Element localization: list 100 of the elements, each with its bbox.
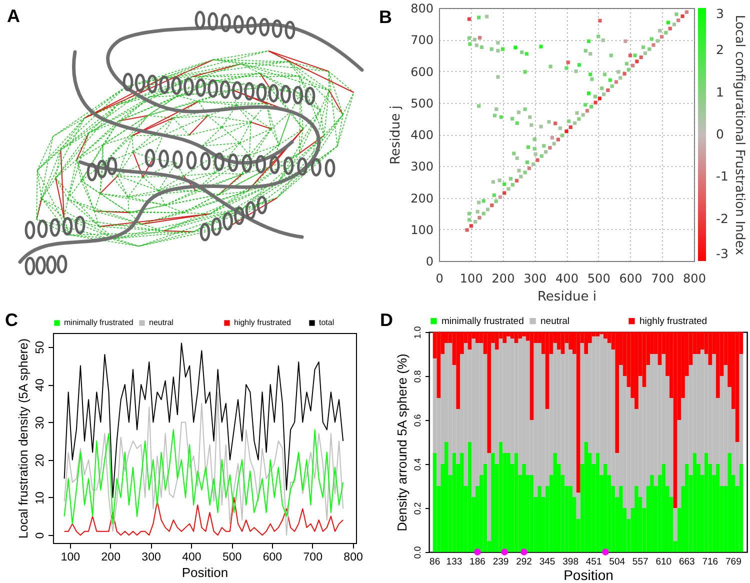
bar	[696, 332, 700, 354]
bar	[584, 442, 588, 552]
bar	[708, 332, 712, 365]
x-tick-label: 200	[101, 552, 120, 564]
x-tick-label: 600	[619, 272, 642, 286]
y-tick-label: 500	[410, 96, 434, 110]
bar	[498, 442, 503, 552]
bar	[476, 332, 480, 343]
x-tick-label: 600	[262, 552, 282, 564]
y-tick-label: 1.0	[412, 326, 422, 339]
bar	[596, 453, 600, 552]
x-tick-label: 451	[586, 556, 602, 568]
bar	[472, 338, 476, 497]
bar	[735, 332, 740, 442]
bar	[545, 332, 550, 409]
x-tick-label: 557	[632, 556, 648, 568]
bar	[534, 343, 538, 497]
bar	[564, 343, 569, 486]
bar	[452, 453, 456, 552]
y-tick-label: 0.6	[412, 414, 422, 427]
x-tick-label: 300	[524, 272, 547, 286]
bar	[491, 453, 495, 552]
bar	[456, 332, 460, 409]
bar	[526, 340, 530, 475]
color-bar-label: 1	[716, 84, 724, 100]
x-axis-title: Residue i	[537, 290, 597, 304]
bar	[460, 453, 464, 552]
y-tick-label: 400	[410, 128, 434, 142]
bar	[483, 464, 488, 552]
bar	[615, 332, 620, 453]
bar	[518, 332, 522, 339]
bar	[658, 332, 662, 365]
bar	[514, 453, 518, 552]
x-tick-label: 186	[470, 556, 486, 568]
bar	[684, 464, 689, 552]
chart-title: B	[379, 7, 392, 27]
bar	[662, 464, 666, 552]
legend-label: minimally frustrated	[64, 318, 134, 327]
bar	[538, 486, 542, 552]
y-axis-title: Local frustration density (5A sphere)	[16, 338, 30, 539]
y-tick-label: 600	[410, 64, 434, 79]
bar	[596, 332, 600, 336]
line-series	[64, 392, 344, 536]
bar	[514, 332, 518, 343]
bar	[530, 475, 534, 552]
y-tick-label: 200	[410, 191, 434, 206]
legend-label: minimally frustrated	[442, 316, 524, 328]
line-series	[64, 496, 344, 536]
x-tick-label: 0	[436, 272, 444, 286]
text: A	[7, 6, 20, 26]
y-tick-label: 0.4	[412, 458, 422, 471]
bar	[560, 332, 565, 354]
bar	[436, 332, 441, 398]
bar	[704, 453, 708, 552]
bar	[468, 332, 472, 350]
y-tick-label: 50	[34, 341, 46, 354]
legend-label: highly frustrated	[234, 318, 291, 327]
bar	[700, 350, 704, 475]
x-tick-label: 800	[683, 272, 706, 286]
legend-label: total	[319, 318, 334, 327]
x-tick-label: 700	[651, 272, 674, 286]
bar	[634, 332, 638, 409]
bar	[692, 453, 697, 552]
x-tick-label: 769	[725, 556, 742, 568]
y-tick-label: 20	[34, 454, 46, 467]
y-tick-label: 800	[410, 2, 434, 16]
bar	[700, 332, 704, 350]
x-tick-label: 500	[587, 272, 610, 286]
bar	[448, 343, 452, 475]
bar	[494, 332, 499, 350]
bar	[650, 475, 654, 552]
bar	[642, 332, 646, 387]
x-tick-label: 700	[303, 552, 322, 564]
y-tick-label: 700	[410, 33, 434, 48]
y-tick-label: 0	[426, 254, 434, 268]
y-tick-label: 300	[410, 160, 434, 174]
bar	[724, 365, 728, 486]
color-bar-label: -2	[716, 210, 728, 226]
bar	[568, 486, 572, 552]
x-tick-label: 300	[142, 552, 161, 564]
bar	[487, 332, 492, 453]
color-bar-label: 3	[716, 6, 724, 21]
bar	[739, 464, 744, 552]
x-tick-label: 292	[516, 556, 532, 568]
x-tick-label: 400	[556, 272, 578, 286]
y-tick-label: 0	[34, 532, 46, 539]
x-tick-label: 86	[430, 556, 440, 568]
color-bar-label: 2	[716, 42, 724, 58]
x-tick-label: 800	[344, 552, 363, 564]
color-bar-label: 0	[716, 126, 724, 142]
bar	[530, 332, 534, 420]
x-tick-label: 398	[562, 556, 578, 568]
x-tick-label: 716	[702, 556, 718, 568]
bar	[444, 442, 448, 552]
x-tick-label: 100	[60, 552, 80, 564]
y-tick-label: 10	[34, 492, 46, 504]
bar	[604, 332, 608, 339]
bar	[518, 338, 522, 475]
color-bar-label: -1	[716, 168, 728, 184]
x-tick-label: 663	[678, 556, 695, 568]
